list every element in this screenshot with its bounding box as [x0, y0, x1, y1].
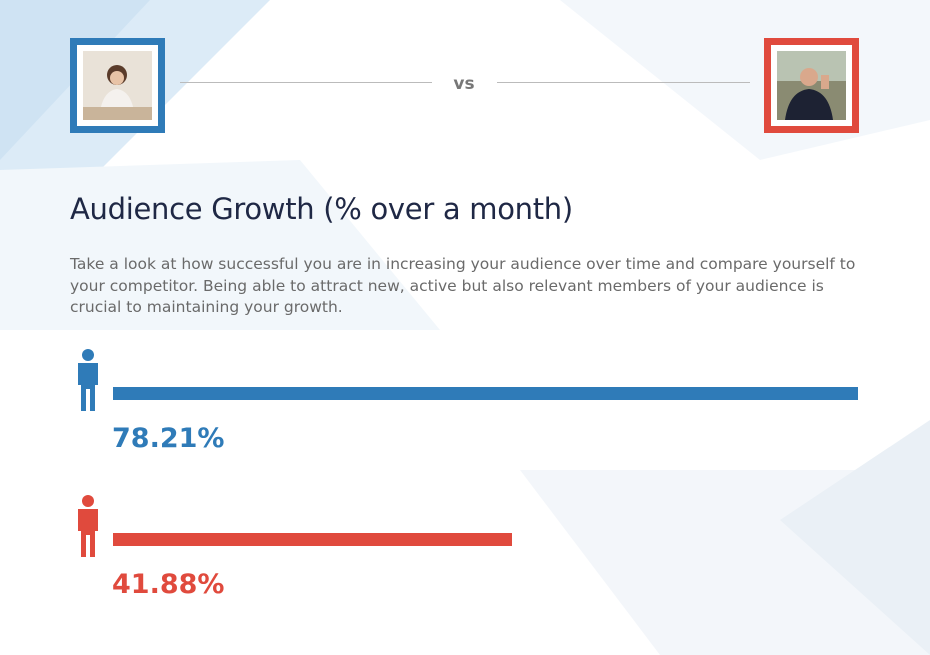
person-icon: [74, 495, 102, 563]
photo: [777, 51, 846, 120]
person-icon-graphic: [78, 349, 98, 411]
bar: [113, 387, 858, 400]
photo: [83, 51, 152, 120]
photo-frame: [70, 38, 165, 133]
bar: [113, 533, 512, 546]
vs-label: vs: [453, 74, 475, 94]
description: Take a look at how successful you are in…: [70, 255, 856, 316]
value-label: 41.88%: [112, 569, 225, 600]
divider: [497, 82, 750, 83]
chart-title: Audience Growth (% over a month): [70, 192, 573, 226]
divider: [180, 82, 432, 83]
person-icon: [74, 349, 102, 417]
photo-frame: [764, 38, 859, 133]
person-icon-graphic: [78, 495, 98, 557]
value-label: 78.21%: [112, 423, 225, 454]
